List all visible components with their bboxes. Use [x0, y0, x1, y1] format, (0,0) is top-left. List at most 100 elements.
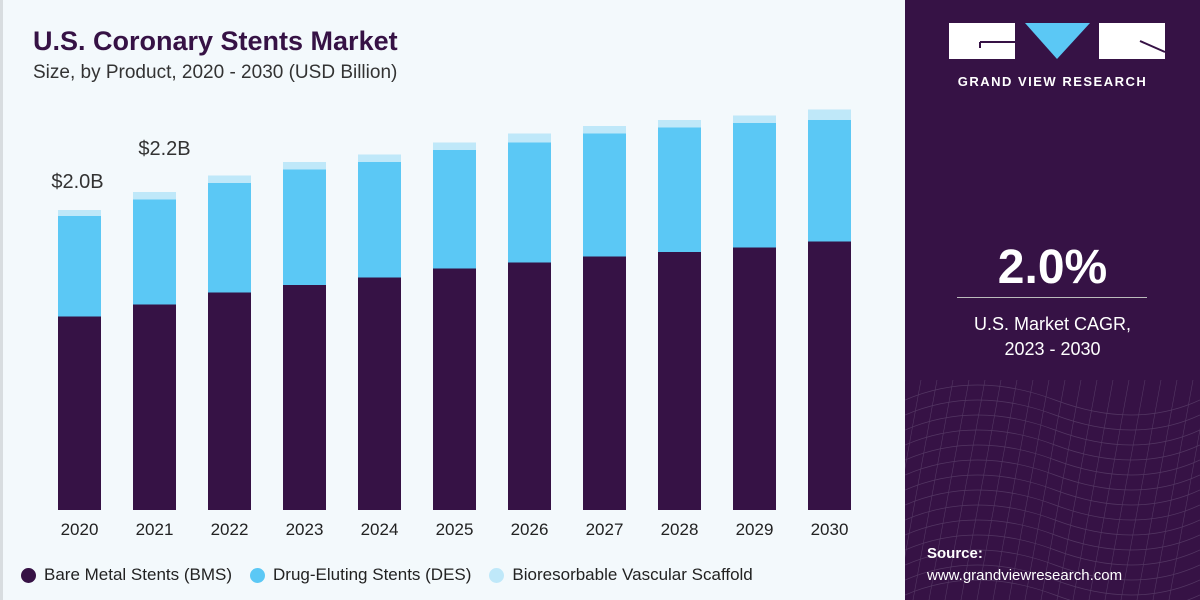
bar-segment-2024-0: [358, 277, 401, 510]
grid-line: [1152, 380, 1194, 600]
source-link[interactable]: www.grandviewresearch.com: [927, 567, 1123, 584]
legend-swatch: [489, 567, 505, 583]
grid-line: [905, 549, 1200, 581]
grid-line: [1168, 427, 1200, 600]
bar-segment-2020-0: [58, 316, 101, 510]
legend-label: Bioresorbable Vascular Scaffold: [512, 565, 753, 584]
bar-chart: 2020 $2.0B 2021 $2.2B 2022 2023 2024 2025 2026 20…: [51, 109, 851, 539]
grid-line: [905, 534, 1200, 566]
x-tick-label: 2028: [661, 520, 699, 539]
grid-line: [1040, 380, 1082, 600]
bar-segment-2030-0: [808, 241, 851, 510]
grid-line: [912, 380, 954, 600]
data-label: $2.0B: [51, 171, 103, 193]
grid-line: [1024, 380, 1066, 600]
bar-segment-2024-1: [358, 162, 401, 278]
grid-line: [905, 564, 1200, 596]
cagr-label: U.S. Market CAGR, 2023 - 2030: [905, 312, 1200, 362]
bar-segment-2026-2: [508, 133, 551, 143]
cagr-label-line: U.S. Market CAGR,: [973, 314, 1132, 334]
bar-segment-2021-2: [133, 192, 176, 200]
brand-name: GRAND VIEW RESEARCH: [957, 74, 1148, 89]
bar-segment-2027-0: [583, 256, 626, 510]
legend-item-des: Drug-Eluting Stents (DES): [250, 565, 471, 585]
grid-line: [1120, 380, 1162, 600]
legend-item-bms: Bare Metal Stents (BMS): [21, 565, 232, 585]
grid-line: [905, 459, 1200, 491]
x-tick-label: 2030: [811, 520, 849, 539]
grid-line: [905, 474, 1200, 506]
bar-segment-2022-0: [208, 292, 251, 510]
bar-segment-2023-1: [283, 169, 326, 285]
grid-line: [1088, 380, 1130, 600]
bar-segment-2030-2: [808, 109, 851, 120]
chart-area: U.S. Coronary Stents Market Size, by Pro…: [0, 0, 851, 600]
grid-line: [928, 380, 970, 600]
x-tick-label: 2029: [736, 520, 774, 539]
grid-line: [992, 380, 1034, 600]
source-label: Source:: [927, 545, 983, 562]
x-tick-label: 2020: [61, 520, 99, 539]
bar-segment-2025-2: [433, 142, 476, 150]
grid-line: [905, 579, 1200, 600]
cagr-value: 2.0%: [997, 241, 1108, 294]
chart-subtitle: Size, by Product, 2020 - 2030 (USD Billi…: [33, 62, 398, 83]
bar-segment-2023-2: [283, 162, 326, 170]
bar-segment-2024-2: [358, 154, 401, 162]
grid-line: [905, 399, 1200, 431]
grid-line: [905, 444, 1200, 476]
data-label: $2.2B: [138, 138, 190, 160]
grid-line: [905, 429, 1200, 461]
x-tick-label: 2024: [361, 520, 399, 539]
chart-title: U.S. Coronary Stents Market: [33, 26, 398, 56]
legend-item-bvs: Bioresorbable Vascular Scaffold: [489, 565, 753, 585]
bar-segment-2028-2: [658, 120, 701, 128]
divider: [957, 297, 1147, 298]
bar-segment-2022-1: [208, 183, 251, 293]
bar-segment-2021-0: [133, 304, 176, 510]
bar-segment-2022-2: [208, 175, 251, 183]
grid-line: [905, 489, 1200, 521]
grid-line: [1008, 380, 1050, 600]
legend-label: Bare Metal Stents (BMS): [44, 565, 233, 584]
x-tick-label: 2025: [436, 520, 474, 539]
bar-segment-2025-0: [433, 268, 476, 510]
x-tick-label: 2021: [136, 520, 174, 539]
bar-segment-2025-1: [433, 150, 476, 269]
bar-segment-2020-2: [58, 210, 101, 216]
bar-segment-2026-1: [508, 142, 551, 263]
grid-line: [905, 380, 938, 558]
grid-line: [944, 380, 986, 600]
bar-segment-2026-0: [508, 262, 551, 510]
grid-line: [905, 380, 922, 470]
x-tick-label: 2026: [511, 520, 549, 539]
legend-swatch: [21, 567, 36, 583]
grid-line: [1104, 380, 1146, 600]
bar-segment-2029-2: [733, 115, 776, 123]
grid-line: [1056, 380, 1098, 600]
legend: Bare Metal Stents (BMS) Drug-Eluting Ste…: [21, 565, 753, 585]
bar-segment-2020-1: [58, 216, 101, 317]
grid-line: [905, 504, 1200, 536]
decorative-wave-grid: [905, 380, 1200, 600]
x-tick-label: 2027: [586, 520, 624, 539]
bar-segment-2028-1: [658, 127, 701, 252]
grid-line: [1072, 380, 1114, 600]
bar-segment-2029-0: [733, 247, 776, 510]
bar-segment-2027-1: [583, 133, 626, 257]
x-tick-label: 2023: [286, 520, 324, 539]
grid-line: [976, 380, 1018, 600]
gvr-logo: [949, 23, 1166, 59]
bar-segment-2023-0: [283, 285, 326, 510]
bar-segment-2027-2: [583, 126, 626, 134]
cagr-label-line: 2023 - 2030: [1004, 339, 1101, 359]
grid-line: [1136, 380, 1178, 600]
bar-segment-2021-1: [133, 199, 176, 305]
bar-segment-2029-1: [733, 123, 776, 248]
x-tick-label: 2022: [211, 520, 249, 539]
info-panel: GRAND VIEW RESEARCH 2.0% U.S. Market CAG…: [905, 0, 1200, 600]
bar-segment-2030-1: [808, 120, 851, 242]
grid-line: [905, 519, 1200, 551]
grid-line: [905, 414, 1200, 446]
grid-line: [960, 380, 1002, 600]
